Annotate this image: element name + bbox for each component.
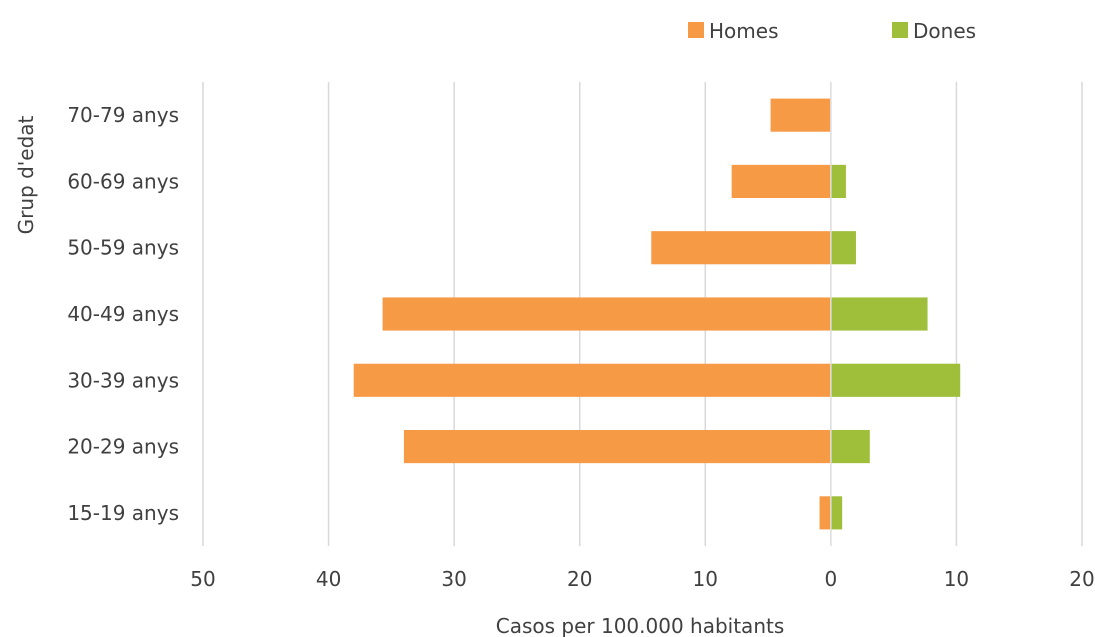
legend-swatch-dones [892, 22, 908, 38]
category-label: 20-29 anys [67, 435, 179, 459]
x-tick-label: 30 [441, 567, 466, 591]
bar-dones-2 [830, 231, 856, 265]
bar-dones-5 [830, 430, 870, 464]
category-labels: 70-79 anys 60-69 anys 50-59 anys 40-49 anys… [67, 103, 179, 525]
category-label: 15-19 anys [67, 501, 179, 525]
x-tick-label: 10 [693, 567, 718, 591]
legend-item-homes: Homes [688, 19, 778, 43]
bar-dones-6 [830, 496, 843, 530]
bar-homes-6 [819, 496, 831, 530]
category-label: 30-39 anys [67, 368, 179, 392]
x-tick-label: 20 [1069, 567, 1094, 591]
x-tick-label: 0 [824, 567, 837, 591]
bar-dones-1 [830, 164, 846, 198]
bar-homes-1 [731, 164, 831, 198]
category-label: 50-59 anys [67, 236, 179, 260]
x-tick-label: 40 [316, 567, 341, 591]
bar-homes-4 [353, 363, 831, 397]
legend-swatch-homes [688, 22, 704, 38]
y-axis-title: Grup d'edat [14, 115, 38, 234]
category-label: 70-79 anys [67, 103, 179, 127]
bar-homes-3 [382, 297, 831, 331]
category-label: 60-69 anys [67, 169, 179, 193]
bar-homes-0 [770, 98, 831, 132]
legend-item-dones: Dones [892, 19, 976, 43]
x-tick-label: 10 [944, 567, 969, 591]
category-label: 40-49 anys [67, 302, 179, 326]
bar-homes-2 [651, 231, 831, 265]
legend-label-homes: Homes [709, 19, 778, 43]
bar-homes-5 [403, 430, 831, 464]
x-tick-label: 20 [567, 567, 592, 591]
bar-dones-4 [830, 363, 961, 397]
legend-label-dones: Dones [913, 19, 976, 43]
x-tick-labels: 50 40 30 20 10 0 10 20 [190, 567, 1094, 591]
legend: Homes Dones [688, 19, 976, 43]
x-tick-label: 50 [190, 567, 215, 591]
bars [353, 82, 961, 546]
bar-dones-3 [830, 297, 928, 331]
x-axis-title: Casos per 100.000 habitants [496, 614, 785, 637]
